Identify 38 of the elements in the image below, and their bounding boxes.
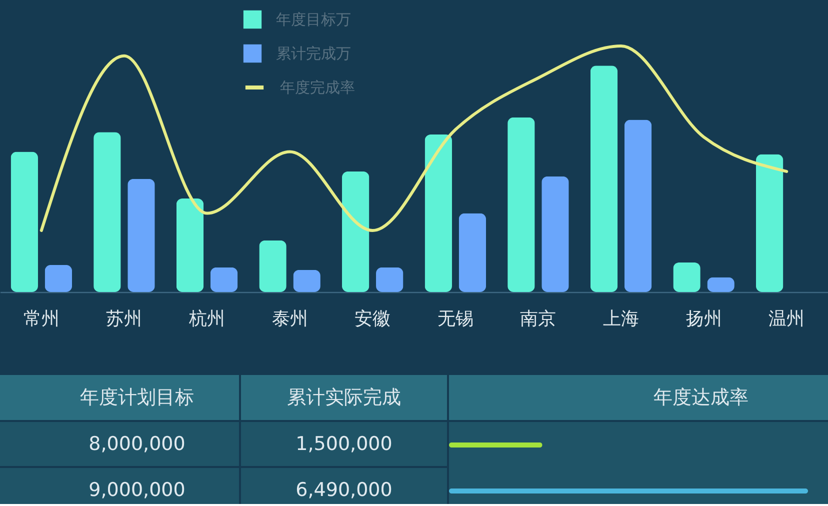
text: 8,000,000 [88,433,186,455]
bar [590,66,618,292]
bar [508,117,535,292]
bar [44,264,72,292]
bar [673,262,700,292]
bar [342,171,370,292]
bar [542,176,569,292]
text: 年度计划目标 [80,386,194,408]
bar [94,132,121,292]
text: 累计实际完成 [287,386,401,408]
x-tick-label: 泰州 [272,308,308,330]
x-tick-label: 安徽 [354,308,391,330]
bar [176,198,204,292]
bar [10,152,38,292]
bar [293,270,320,292]
bar [259,240,286,292]
text: 9,000,000 [88,479,186,501]
x-tick-label: 常州 [23,308,60,330]
bar [376,267,404,292]
x-tick-label: 上海 [603,308,639,330]
x-tick-label: 温州 [768,308,805,330]
bar [458,213,486,292]
text: 6,490,000 [296,479,392,501]
bar [756,154,784,292]
text: 年度达成率 [654,386,748,408]
text: 1,500,000 [296,433,392,455]
legend-label: 累计完成万 [276,44,351,62]
legend-label: 年度完成率 [280,78,355,96]
x-tick-label: 南京 [520,308,556,330]
bar [210,267,238,292]
bar [624,120,652,292]
legend-label: 年度目标万 [276,10,351,28]
x-tick-label: 无锡 [437,308,474,330]
x-tick-label: 杭州 [188,308,225,330]
x-tick-label: 扬州 [686,308,722,330]
bar [424,134,452,292]
bar [128,178,155,292]
x-tick-label: 苏州 [106,308,142,330]
